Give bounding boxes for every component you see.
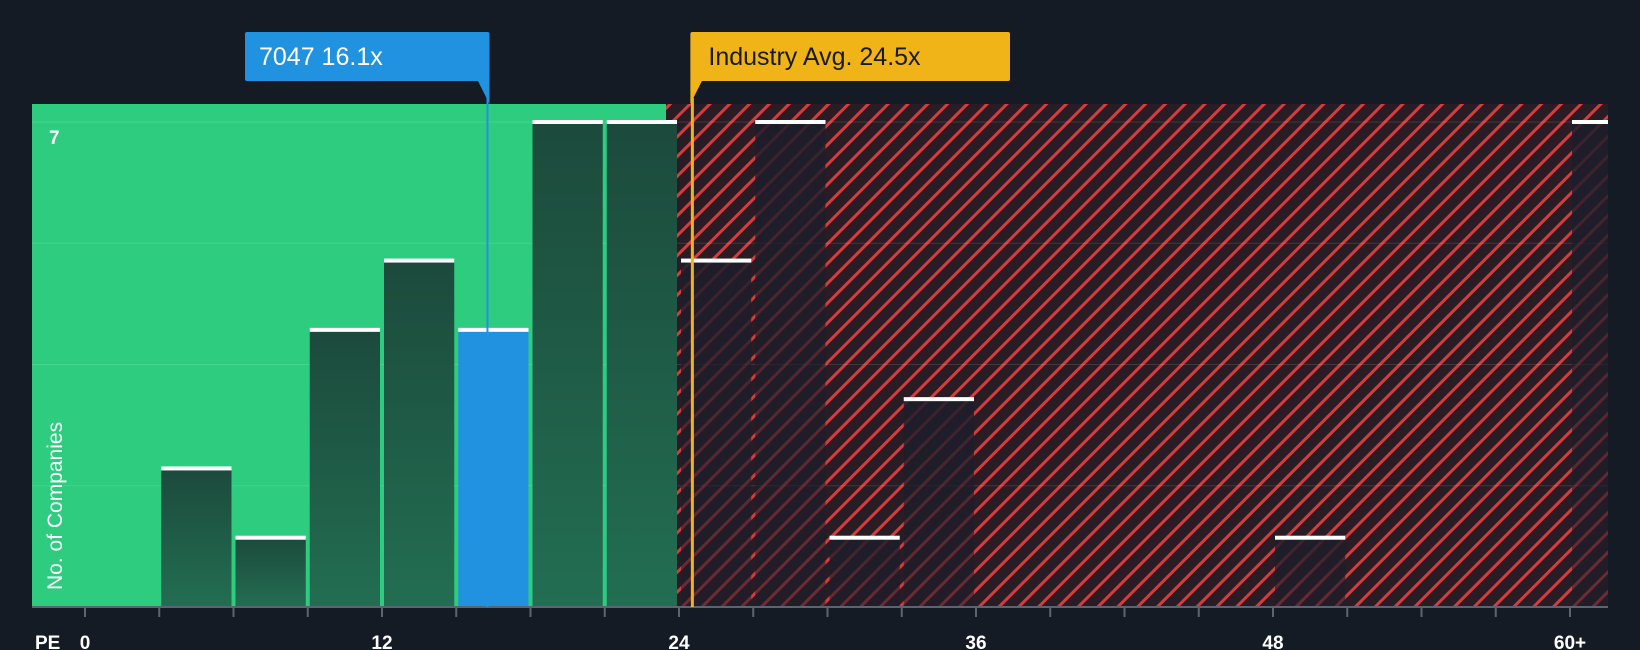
x-axis-label: PE bbox=[35, 633, 60, 650]
y-tick-label: 7 bbox=[49, 128, 60, 149]
bar-top-cap bbox=[309, 327, 380, 332]
industry-marker: Industry Avg. 24.5x bbox=[690, 32, 1010, 607]
x-tick-label: 24 bbox=[668, 633, 690, 650]
bar-top-cap bbox=[829, 535, 900, 540]
histogram-bar bbox=[606, 122, 677, 607]
industry-callout-pointer bbox=[690, 80, 703, 104]
bar-top-cap bbox=[532, 120, 603, 124]
histogram-bar bbox=[829, 537, 900, 607]
histogram-bar bbox=[161, 468, 232, 607]
x-axis-ticks: 0 12 24 36 48 60+ bbox=[80, 607, 1586, 650]
company-marker: 7047 16.1x bbox=[245, 32, 490, 607]
bar-top-cap bbox=[755, 120, 826, 124]
x-tick-label: 36 bbox=[965, 633, 986, 650]
bar-top-cap bbox=[384, 258, 455, 263]
histogram-bar bbox=[384, 260, 455, 607]
histogram-bar bbox=[458, 329, 529, 607]
bar-top-cap bbox=[1275, 535, 1346, 540]
histogram-bars bbox=[161, 120, 1608, 607]
bar-top-cap bbox=[161, 466, 232, 471]
histogram-bar bbox=[1572, 122, 1608, 607]
histogram-bar bbox=[1275, 537, 1346, 607]
bar-top-cap bbox=[606, 120, 677, 124]
industry-callout-label: Industry Avg. 24.5x bbox=[708, 43, 921, 71]
company-callout-label: 7047 16.1x bbox=[259, 43, 383, 71]
histogram-bar bbox=[903, 399, 974, 607]
bar-top-cap bbox=[458, 327, 529, 332]
company-callout-box bbox=[245, 32, 490, 81]
bar-top-cap bbox=[903, 397, 974, 402]
bar-top-cap bbox=[1572, 120, 1608, 124]
company-callout-pointer bbox=[477, 80, 490, 104]
x-tick-label: 12 bbox=[371, 633, 392, 650]
histogram-bar bbox=[235, 537, 306, 607]
y-axis-label: No. of Companies bbox=[44, 422, 67, 590]
bar-top-cap bbox=[235, 535, 306, 540]
industry-callout-box bbox=[690, 32, 1010, 81]
x-tick-label: 0 bbox=[80, 633, 91, 650]
histogram-bar bbox=[755, 122, 826, 607]
histogram-bar bbox=[309, 329, 380, 607]
x-tick-label: 48 bbox=[1262, 633, 1283, 650]
bar-top-cap bbox=[681, 258, 752, 263]
x-tick-label: 60+ bbox=[1554, 633, 1586, 650]
histogram-bar bbox=[532, 122, 603, 607]
